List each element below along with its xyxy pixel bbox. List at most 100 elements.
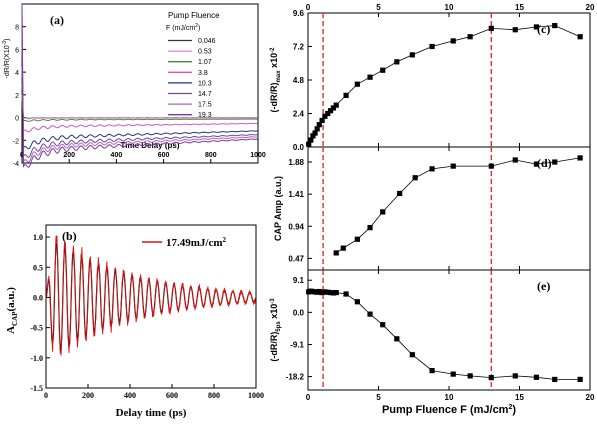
data-point-c [552,22,558,29]
data-point-d [397,190,403,197]
data-point-e [343,291,349,297]
data-point-e [533,374,540,380]
data-point-c [316,122,322,128]
x-tick-label-top-c: 10 [445,3,454,12]
data-point-d [512,157,518,163]
y-tick-label-c: 2.4 [293,110,305,119]
data-point-d [354,236,360,242]
y-tick-label-b: -1.5 [30,384,43,393]
y-axis-label-c: (-dR/R)max x10-2 [269,47,282,113]
legend-subtitle-a: F (mJ/cm2) [166,23,200,32]
y-tick-label-a: -2 [13,138,19,145]
x-axis-label-b: Delay time (ps) [116,407,187,419]
panel-e: -18.2 -9.1 0.0 9.1 0 5 10 15 20 (e) (-dR/R)5ps x10… [269,269,595,416]
x-tick-label-a: 400 [111,152,123,159]
data-point-e [325,289,331,295]
y-tick-label-d: 1.88 [288,158,304,167]
data-point-c [343,92,349,98]
y-tick-label-e: -9.1 [290,340,304,349]
data-point-e [333,289,339,296]
series-line-a-5 [21,26,258,158]
legend-label-a-7: 19.3 [198,112,212,119]
x-tick-label-a: 600 [158,152,170,159]
data-point-c [308,137,314,143]
data-point-d [533,161,540,167]
data-point-e [512,373,518,379]
data-point-c [312,130,318,136]
data-point-c [354,81,360,87]
legend-title-a: Pump Fluence [168,11,220,20]
y-tick-label-a: 4 [15,70,19,77]
x-tick-label-b: 800 [208,391,220,400]
panel-label-a: (a) [50,13,64,27]
y-tick-label-c: 4.8 [293,76,305,85]
plot-frame-b [45,224,257,389]
x-tick-label-a: 0 [20,152,24,159]
panel-b: -1.5 -1.0 -0.5 0.0 0.5 1.0 0 200 400 600 800 1000 De… [5,224,264,419]
data-point-d [333,250,339,256]
data-point-c [577,34,583,40]
y-tick-label-b: -0.5 [30,324,43,333]
panel-label-e: (e) [537,279,550,293]
data-point-d [488,163,494,169]
data-point-d [367,225,373,231]
y-tick-label-a: 6 [15,47,19,54]
data-point-d [380,209,386,215]
y-tick-label-a: -4 [13,161,19,168]
data-point-c [367,74,373,80]
data-point-c [314,126,320,132]
y-tick-label-e: 0.0 [293,308,305,317]
data-point-e [330,290,336,296]
data-point-c [409,52,415,58]
data-point-e [577,376,583,383]
data-point-c [533,24,540,30]
y-tick-label-c: 0.0 [293,143,305,152]
legend-label-a-5: 14.7 [198,91,212,98]
data-point-e [467,373,473,379]
x-tick-label-top-c: 15 [515,3,524,12]
data-point-c [380,67,386,73]
y-tick-label-e: 9.1 [293,276,305,285]
x-tick-label-top-c: 0 [306,3,311,12]
y-tick-label-d: 0.47 [288,254,304,263]
data-point-c [306,141,312,147]
series-line-a-3 [21,66,258,133]
y-tick-label-b: 1.0 [33,233,43,242]
x-tick-label-e: 10 [445,393,454,402]
data-point-e [409,352,415,358]
legend-label-a-1: 0.53 [198,49,212,56]
data-point-c [310,133,316,139]
panel-label-d: (d) [537,156,552,170]
y-tick-label-b: 0.5 [33,263,43,272]
data-point-d [429,166,435,172]
data-point-e [394,336,400,342]
series-line-a-7 [21,3,258,168]
y-axis-label-b: ACAP(a.u.) [5,287,19,334]
data-point-e [322,289,328,295]
x-axis-label-e: Pump Fluence F (mJ/cm2) [382,404,516,416]
data-point-c [429,43,435,50]
y-tick-label-d: 0.94 [288,222,304,231]
y-tick-label-c: 7.2 [293,43,305,52]
y-tick-label-a: 8 [15,25,19,32]
data-point-e [319,289,325,296]
data-point-d [412,175,418,181]
data-point-e [552,376,558,383]
y-axis-label-d: CAP Amp (a.u.) [273,176,283,241]
x-tick-label-a: 1000 [250,152,266,159]
data-point-d [552,159,558,165]
x-tick-label-b: 1000 [248,391,264,400]
panel-label-b: (b) [62,229,77,243]
data-point-e [450,371,456,377]
data-point-c [450,38,456,44]
data-point-e [380,322,386,328]
x-tick-label-b: 200 [82,391,94,400]
data-point-c [319,117,325,124]
y-tick-label-c: 9.6 [293,9,305,18]
data-point-e [327,289,334,296]
series-line-b-data [45,235,257,356]
panel-c: 0.0 2.4 4.8 7.2 9.60 5 10 15 20 (c) (-dR/R)max x10… [269,3,595,152]
x-tick-label-b: 0 [44,391,48,400]
x-tick-label-e: 15 [515,393,524,402]
